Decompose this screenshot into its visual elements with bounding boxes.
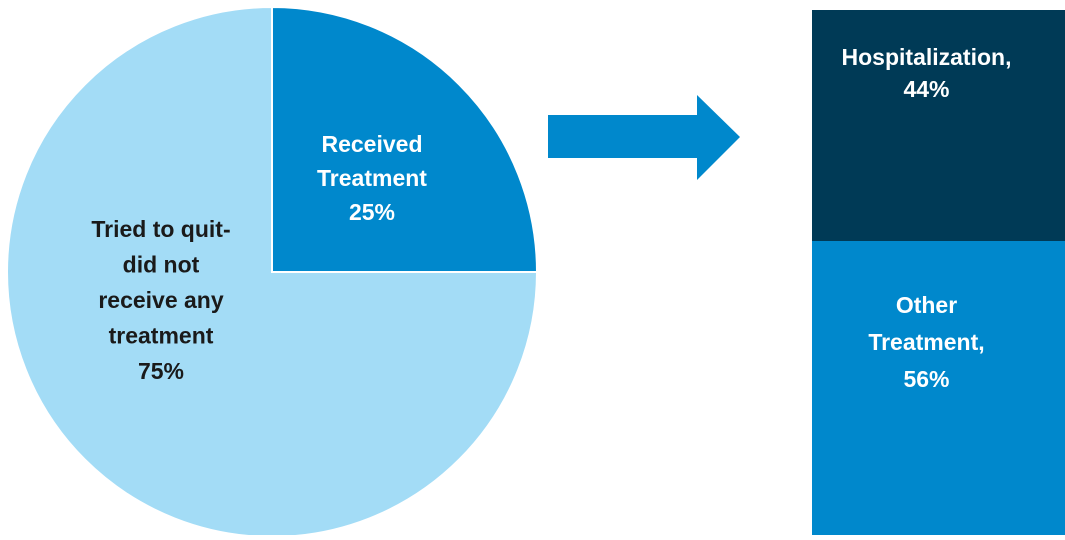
pie-slice-label-1: Received Treatment 25%: [317, 131, 427, 225]
pie-slice-label-line: Received: [321, 131, 422, 157]
bar-segment-label-line: 44%: [903, 76, 949, 102]
pie-slice-label-line: receive any: [98, 287, 224, 313]
bar-segment-label-line: 56%: [903, 366, 949, 392]
arrow-right-icon-shape: [548, 95, 740, 180]
arrow-right-icon: [548, 95, 740, 180]
bar-segment-label-line: Hospitalization,: [842, 44, 1012, 70]
pie-slice-label-line: did not: [123, 252, 200, 278]
pie-slice-label-line: treatment: [109, 323, 214, 349]
pie-slice-2: [6, 5, 539, 538]
bar-segment-1: [812, 10, 1065, 241]
bar-segment-label-line: Treatment,: [868, 329, 984, 355]
bar-segment-label-2: Other Treatment, 56%: [868, 292, 984, 392]
pie-slice-1: [271, 5, 539, 273]
bar-segment-label-1: Hospitalization, 44%: [842, 44, 1012, 102]
pie-slice-label-2: Tried to quit-did not receive any treatmen…: [91, 216, 230, 384]
bar-segment-label-line: Other: [896, 292, 957, 318]
stacked-bar-chart: Hospitalization, 44% Other Treatment, 56%: [812, 10, 1065, 535]
pie-slice-label-line: Treatment: [317, 165, 427, 191]
pie-slice-label-line: Tried to quit-: [91, 216, 230, 242]
pie-slice-label-line: 75%: [138, 358, 184, 384]
pie-chart: Received Treatment 25% Tried to quit-did no…: [6, 5, 539, 538]
pie-slice-label-line: 25%: [349, 199, 395, 225]
bar-segment-2: [812, 241, 1065, 535]
